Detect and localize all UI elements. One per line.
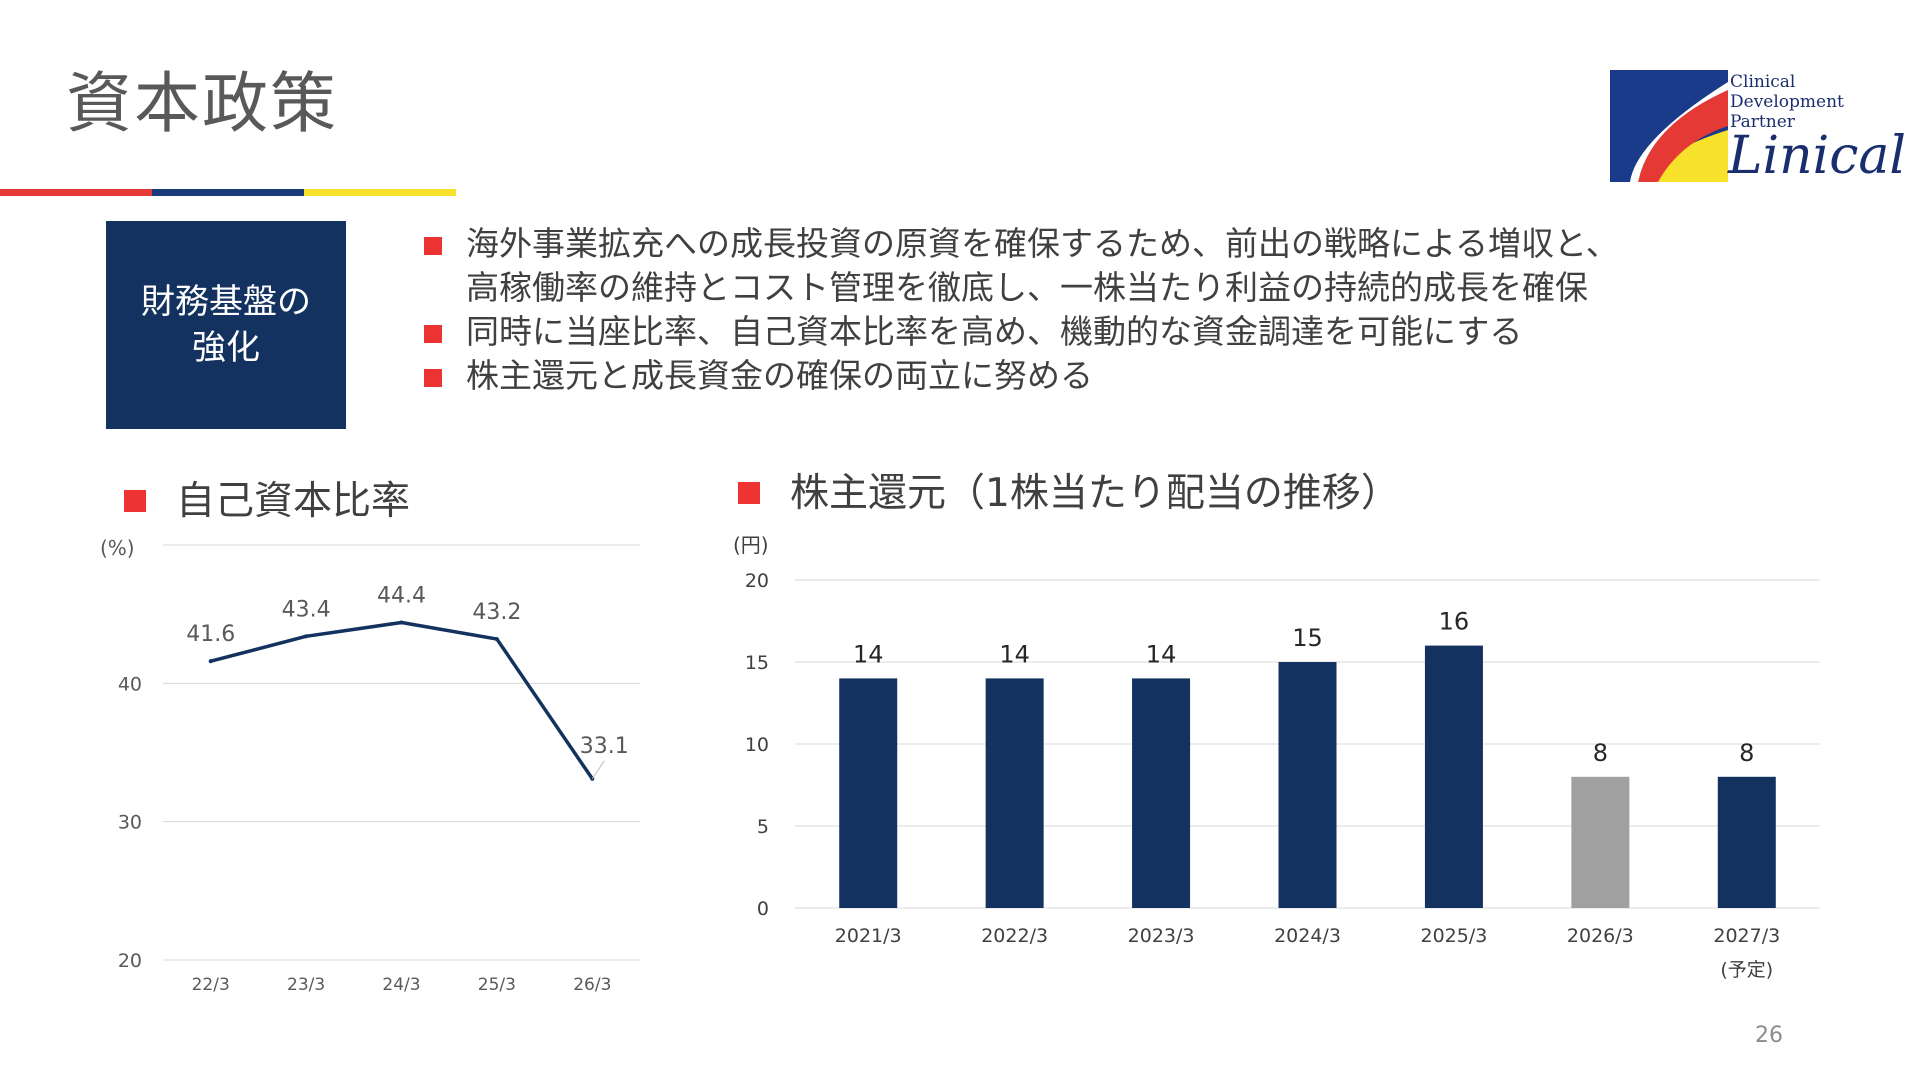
data-point — [399, 620, 404, 625]
x-tick-label: 2021/3 — [835, 925, 902, 947]
x-tick-label: 2023/3 — [1128, 925, 1195, 947]
data-label: 33.1 — [580, 734, 629, 759]
y-unit-label: (円) — [733, 533, 769, 557]
strategy-box: 財務基盤の 強化 — [106, 221, 346, 429]
bar — [839, 678, 898, 908]
bullet-text: 株主還元と成長資金の確保の両立に努める — [466, 356, 1093, 395]
x-tick-note: (予定) — [1720, 959, 1773, 981]
x-tick-label: 2026/3 — [1567, 925, 1634, 947]
y-unit-label: (%) — [100, 536, 135, 560]
bar — [1132, 678, 1191, 908]
data-label: 14 — [853, 640, 884, 668]
x-tick-label: 24/3 — [382, 975, 420, 995]
bullet-list: 海外事業拡充への成長投資の原資を確保するため、前出の戦略による増収と、 高稼働率… — [424, 222, 1744, 398]
bullet-item: 同時に当座比率、自己資本比率を高め、機動的な資金調達を可能にする — [424, 310, 1744, 354]
x-tick-label: 22/3 — [192, 975, 230, 995]
dividend-chart-title: 株主還元（1株当たり配当の推移） — [738, 470, 1400, 518]
equity-ratio-chart-title: 自己資本比率 — [124, 478, 410, 526]
bullet-square-icon — [124, 489, 146, 512]
data-label: 44.4 — [377, 583, 426, 608]
bullet-square-icon — [424, 237, 442, 255]
bar — [1571, 776, 1630, 908]
bullet-square-icon — [738, 481, 760, 504]
equity-ratio-title-text: 自己資本比率 — [176, 479, 411, 524]
bullet-square-icon — [424, 369, 442, 387]
logo-line2: Development — [1730, 92, 1844, 112]
y-tick-label: 40 — [118, 673, 142, 695]
data-point — [494, 637, 499, 642]
bullet-item: 株主還元と成長資金の確保の両立に努める — [424, 354, 1744, 398]
data-label: 14 — [1146, 640, 1177, 668]
data-label: 43.2 — [472, 600, 521, 625]
y-tick-label: 15 — [745, 652, 769, 674]
bar — [1424, 645, 1483, 908]
stripe-blue — [152, 189, 304, 196]
x-tick-label: 2024/3 — [1274, 925, 1341, 947]
data-label: 16 — [1439, 608, 1470, 636]
data-point — [304, 634, 309, 639]
data-label: 43.4 — [282, 597, 331, 622]
stripe-yellow — [304, 189, 456, 196]
x-tick-label: 2027/3 — [1713, 925, 1780, 947]
x-tick-label: 26/3 — [573, 975, 611, 995]
dividend-title-text: 株主還元（1株当たり配当の推移） — [790, 471, 1400, 516]
data-label: 8 — [1593, 739, 1608, 767]
strategy-box-line2: 強化 — [192, 328, 260, 368]
page-number: 26 — [1755, 1023, 1783, 1048]
bar — [985, 678, 1044, 908]
series-line — [210, 620, 594, 780]
y-tick-label: 10 — [745, 734, 769, 756]
bullet-text: 海外事業拡充への成長投資の原資を確保するため、前出の戦略による増収と、 — [466, 224, 1619, 263]
logo-line3: Partner — [1730, 112, 1795, 132]
logo-line1: Clinical — [1730, 72, 1796, 92]
data-label: 8 — [1739, 739, 1754, 767]
stripe-red — [0, 189, 152, 196]
x-tick-label: 23/3 — [287, 975, 325, 995]
page-title: 資本政策 — [66, 65, 338, 142]
bullet-text: 高稼働率の維持とコスト管理を徹底し、一株当たり利益の持続的成長を確保 — [466, 268, 1588, 307]
data-point — [208, 659, 213, 664]
y-tick-label: 20 — [745, 570, 769, 592]
data-label: 41.6 — [186, 622, 235, 647]
bullet-item: 海外事業拡充への成長投資の原資を確保するため、前出の戦略による増収と、 高稼働率… — [424, 222, 1744, 310]
y-tick-label: 0 — [757, 898, 769, 920]
label-leader-line — [591, 760, 605, 780]
data-label: 14 — [999, 640, 1030, 668]
bar — [1717, 776, 1776, 908]
x-tick-label: 25/3 — [478, 975, 516, 995]
strategy-box-line1: 財務基盤の — [141, 282, 311, 322]
x-tick-label: 2022/3 — [981, 925, 1048, 947]
y-tick-label: 20 — [118, 950, 142, 972]
bullet-square-icon — [424, 325, 442, 343]
x-tick-label: 2025/3 — [1421, 925, 1488, 947]
y-tick-label: 5 — [757, 816, 769, 838]
linical-logo-icon — [1610, 70, 1728, 182]
bullet-text: 同時に当座比率、自己資本比率を高め、機動的な資金調達を可能にする — [466, 312, 1523, 351]
bar — [1278, 662, 1337, 908]
data-label: 15 — [1292, 624, 1323, 652]
y-tick-label: 30 — [118, 812, 142, 834]
logo-name: Linical — [1728, 126, 1907, 186]
